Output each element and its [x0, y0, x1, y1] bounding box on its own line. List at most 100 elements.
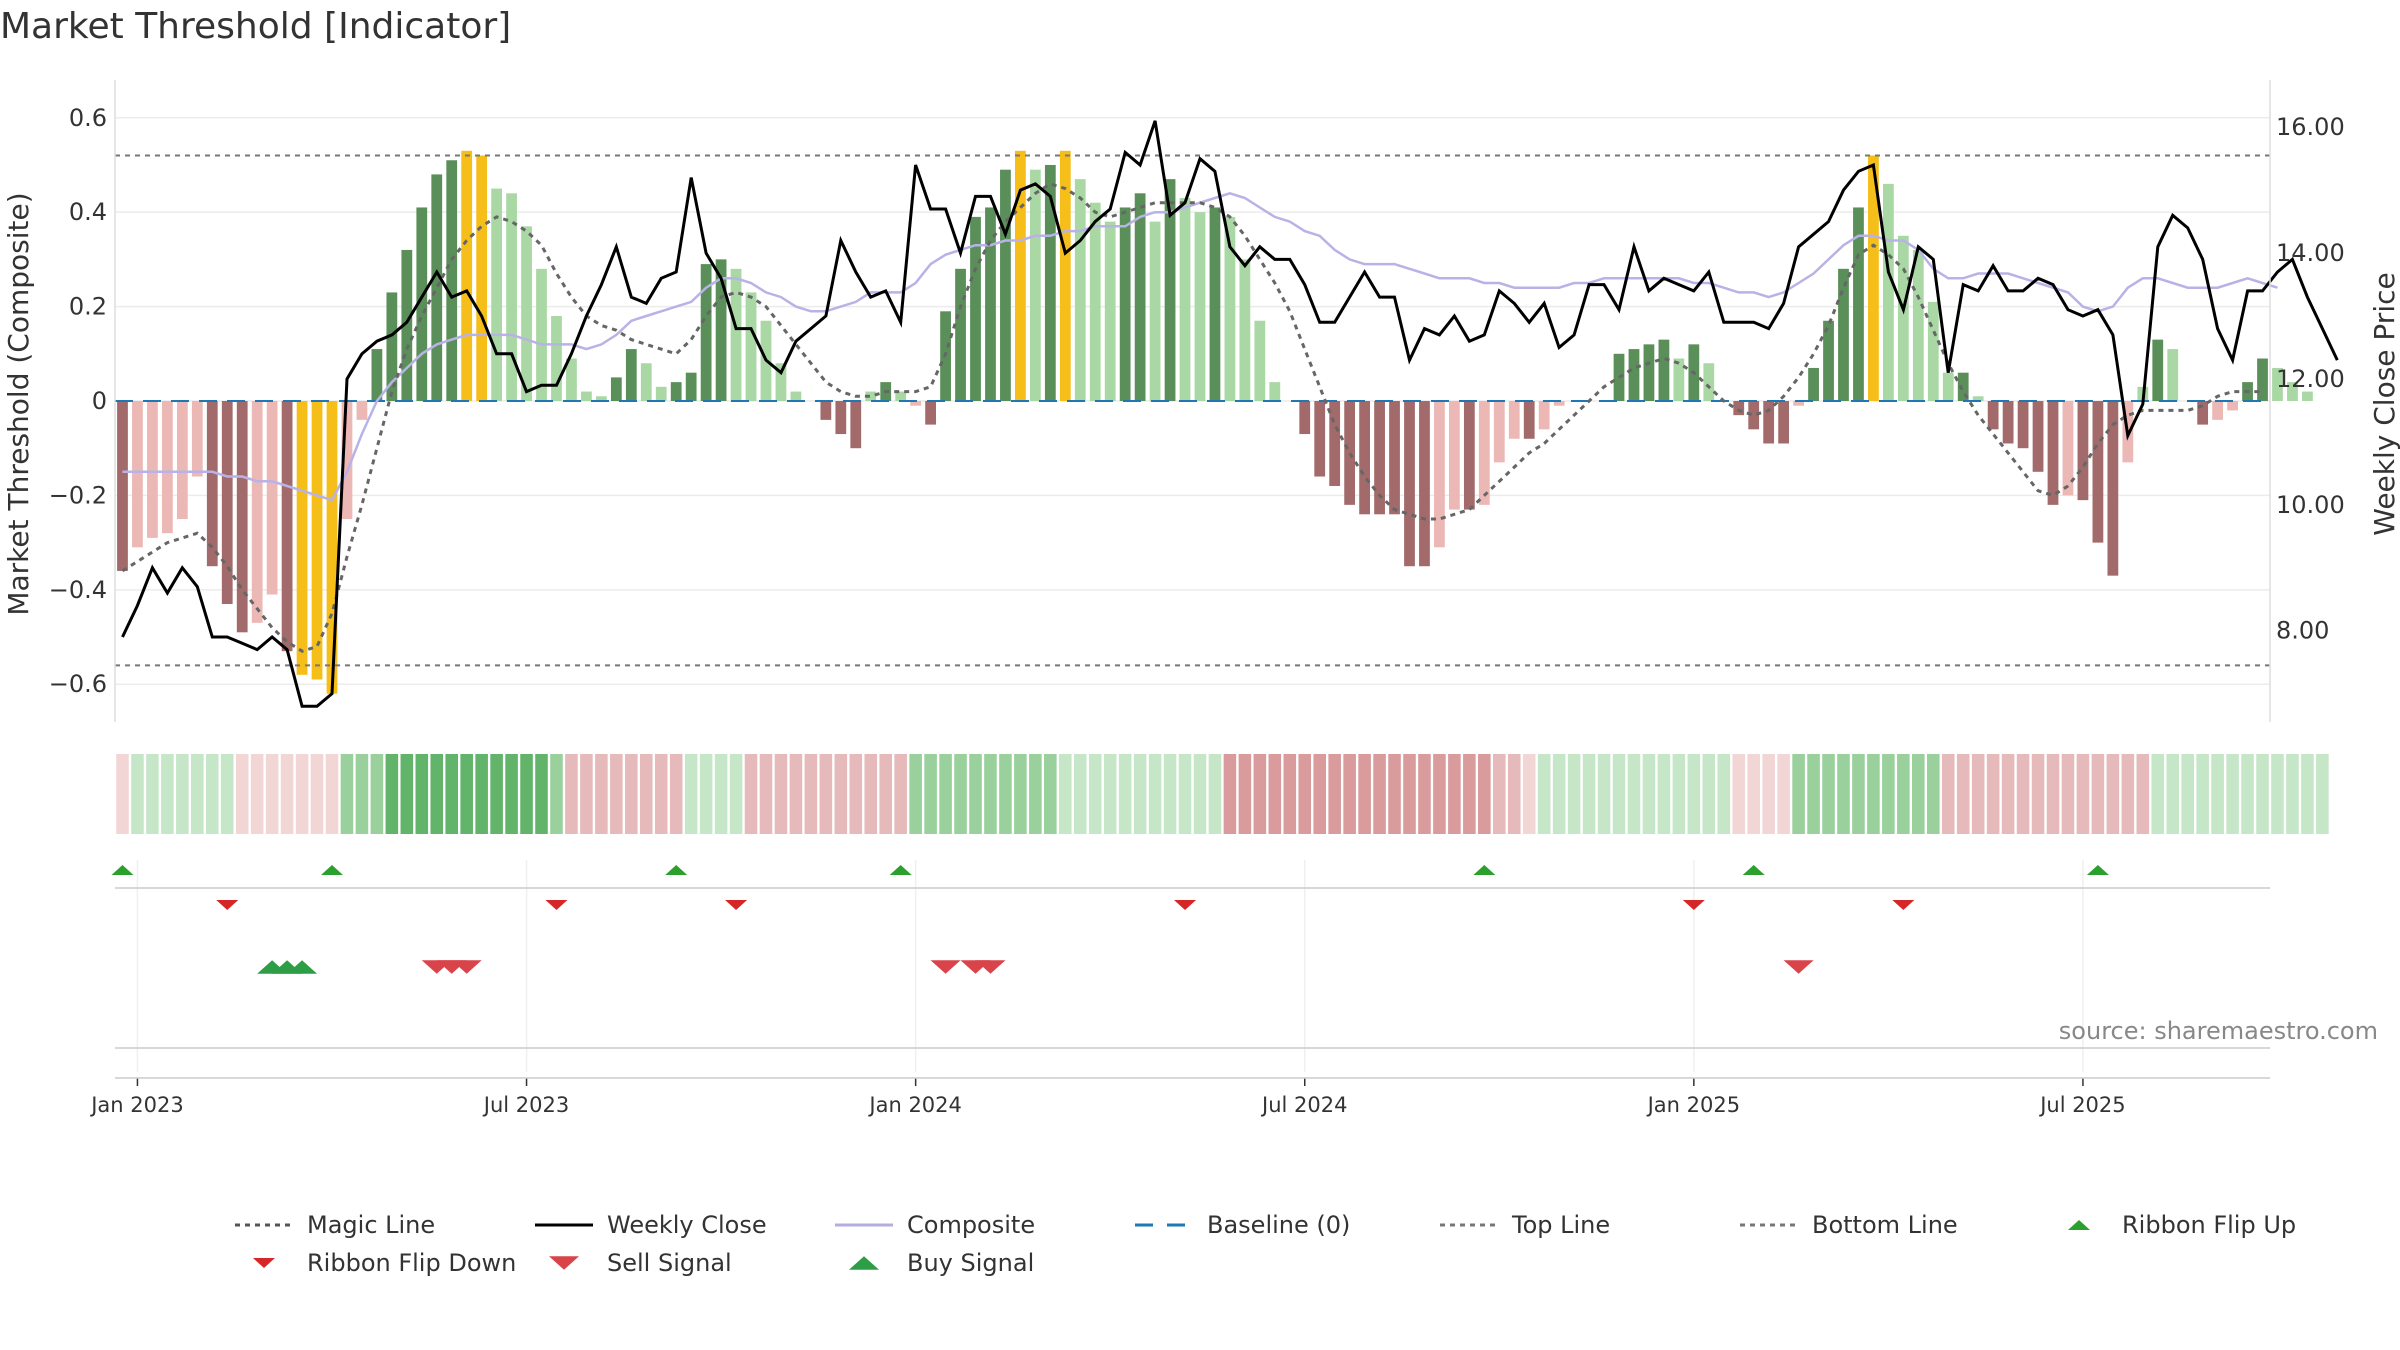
composite-bar — [1972, 396, 1984, 401]
composite-bar — [461, 150, 473, 401]
ribbon-cell — [1762, 754, 1775, 834]
legend-item: Weekly Close — [535, 1211, 767, 1239]
x-tick-label: Jul 2025 — [2038, 1093, 2125, 1117]
ribbon-cell — [2031, 754, 2045, 834]
ribbon-cell — [176, 754, 189, 834]
legend-label: Bottom Line — [1812, 1211, 1958, 1239]
ribbon-cell — [610, 754, 623, 834]
ribbon-cell — [1956, 754, 1970, 834]
composite-bar — [266, 401, 278, 595]
legend-item: Top Line — [1440, 1211, 1610, 1239]
composite-bar — [1838, 268, 1849, 401]
ribbon-cell — [1328, 754, 1341, 834]
ribbon-cell — [475, 754, 488, 834]
y-left-tick-label: −0.2 — [49, 481, 107, 509]
y-left-tick-label: 0 — [92, 387, 107, 415]
composite-bar — [536, 268, 547, 401]
ribbon-cell — [1986, 754, 2000, 834]
composite-bar — [1553, 401, 1565, 406]
composite-bar — [1299, 401, 1311, 435]
composite-bar — [117, 401, 128, 571]
ribbon-flip-up-marker — [1473, 865, 1496, 875]
composite-bar — [1493, 401, 1505, 463]
ribbon-cell — [2016, 754, 2030, 834]
ribbon-cell — [116, 754, 129, 834]
composite-bar — [1329, 401, 1341, 486]
ribbon-cell — [849, 754, 863, 834]
y-left-tick-label: 0.2 — [69, 293, 107, 321]
composite-bar — [296, 401, 308, 675]
composite-bar — [2017, 401, 2029, 449]
ribbon-cell — [1478, 754, 1491, 834]
ribbon-cell — [1403, 754, 1416, 834]
ribbon-cell — [894, 754, 907, 834]
ribbon-cell — [1103, 754, 1117, 834]
legend-label: Ribbon Flip Down — [307, 1249, 516, 1277]
ribbon-cell — [310, 754, 324, 834]
ribbon-cell — [654, 754, 668, 834]
composite-bar — [2062, 401, 2074, 496]
ribbon-cell — [460, 754, 473, 834]
magic-line — [121, 182, 2263, 653]
ribbon-cell — [1238, 754, 1252, 834]
ribbon-cell — [535, 754, 548, 834]
ribbon-cell — [2046, 754, 2060, 834]
ribbon-cell — [1193, 754, 1207, 834]
ribbon-cell — [1867, 754, 1880, 834]
ribbon-cell — [625, 754, 638, 834]
x-tick-label: Jul 2023 — [482, 1093, 569, 1117]
legend-swatch — [549, 1256, 579, 1270]
ribbon-flip-up-marker — [2086, 865, 2109, 875]
composite-bar — [356, 401, 368, 420]
composite-bar — [1733, 401, 1745, 416]
sell-signal-marker — [451, 960, 482, 974]
ribbon-cell — [400, 754, 414, 834]
composite-bar — [1853, 207, 1864, 401]
ribbon-cell — [2316, 754, 2329, 834]
ribbon-cell — [909, 754, 922, 834]
ribbon-cell — [2076, 754, 2090, 834]
ribbon-cell — [250, 754, 264, 834]
composite-bar — [955, 268, 966, 401]
composite-bar — [506, 193, 517, 401]
ribbon-cell — [205, 754, 219, 834]
legend-label: Weekly Close — [607, 1211, 767, 1239]
ribbon-cell — [1298, 754, 1312, 834]
ribbon-cell — [819, 754, 833, 834]
composite-bar — [865, 391, 877, 401]
composite-bar — [1808, 367, 1819, 401]
composite-bar — [1164, 179, 1176, 401]
axes: 0.6 0.4 0.2 0 −0.2 −0.4 −0.6 16.00 14.00 12.00 10.… — [49, 80, 2345, 1117]
ribbon-cell — [1926, 754, 1940, 834]
composite-bar — [730, 268, 742, 401]
ribbon-flip-up-marker — [889, 865, 912, 875]
composite-bar — [401, 249, 413, 401]
composite-bar — [1673, 358, 1685, 401]
composite-bar — [970, 216, 981, 401]
x-tick-label: Jan 2023 — [89, 1093, 184, 1117]
y-right-tick-label: 14.00 — [2276, 239, 2345, 267]
ribbon-cell — [1612, 754, 1626, 834]
ribbon-cell — [1642, 754, 1656, 834]
composite-bar — [1059, 150, 1071, 401]
ribbon-cell — [1313, 754, 1326, 834]
legend-label: Buy Signal — [907, 1249, 1034, 1277]
composite-bar — [341, 401, 353, 520]
ribbon-cell — [565, 754, 578, 834]
composite-bar — [371, 349, 383, 401]
ribbon-cell — [1118, 754, 1132, 834]
composite-bar — [1029, 169, 1041, 401]
ribbon-cell — [879, 754, 892, 834]
legend-item: Magic Line — [235, 1211, 435, 1239]
ribbon-cell — [1732, 754, 1746, 834]
composite-bar — [386, 292, 398, 401]
composite-bar — [2032, 401, 2044, 472]
ribbon-cell — [1822, 754, 1835, 834]
y-axis-right-title: Weekly Close Price — [2368, 272, 2400, 535]
ribbon-cell — [774, 754, 788, 834]
ribbon-cell — [295, 754, 309, 834]
ribbon-flip-down-marker — [725, 900, 748, 910]
composite-bar — [1942, 372, 1954, 401]
composite-bar — [521, 226, 532, 401]
composite-bar — [1748, 401, 1760, 430]
